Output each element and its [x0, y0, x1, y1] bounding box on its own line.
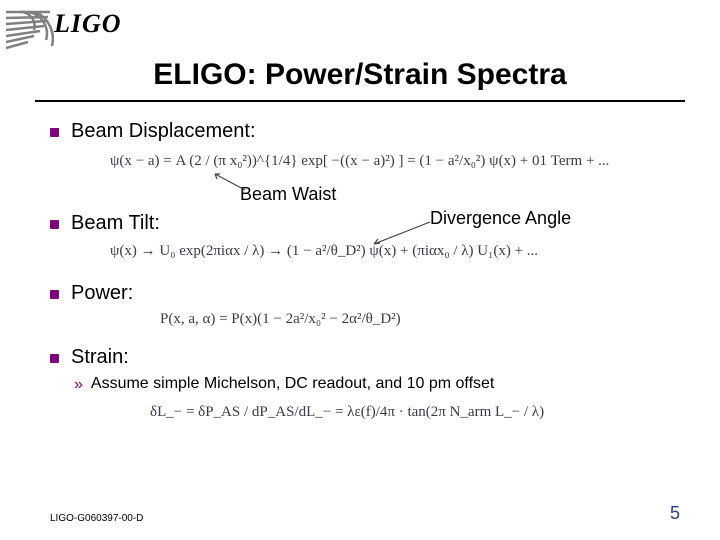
- logo-rays-icon: [6, 6, 54, 50]
- arrow-beam-waist-icon: [210, 170, 250, 192]
- bullet-icon: [50, 290, 59, 299]
- annotation-beam-waist: Beam Waist: [240, 184, 336, 205]
- equation-power: P(x, a, α) = P(x)(1 − 2a²/x₀² − 2α²/θ_D²…: [160, 311, 670, 328]
- bullet-icon: [50, 354, 59, 363]
- logo-text: LIGO: [54, 9, 122, 39]
- label-power: Power:: [71, 282, 133, 305]
- slide-title: ELIGO: Power/Strain Spectra: [0, 58, 720, 92]
- title-rule: [35, 100, 685, 102]
- label-beam-tilt: Beam Tilt:: [71, 212, 160, 235]
- section-beam-tilt: Beam Tilt: Divergence Angle ψ(x) → U₀ ex…: [50, 212, 670, 260]
- section-beam-displacement: Beam Displacement: ψ(x − a) = A (2 / (π …: [50, 120, 670, 170]
- logo: LIGO: [6, 6, 136, 50]
- sub-bullet-icon: »: [74, 375, 83, 394]
- annotation-divergence-angle: Divergence Angle: [430, 208, 571, 229]
- label-strain: Strain:: [71, 346, 129, 369]
- section-power: Power: P(x, a, α) = P(x)(1 − 2a²/x₀² − 2…: [50, 282, 670, 328]
- doc-id: LIGO-G060397-00-D: [50, 513, 143, 524]
- arrow-divergence-icon: [370, 220, 440, 250]
- equation-strain: δL_− = δP_AS / dP_AS/dL_− = λε(f)/4π · t…: [150, 404, 670, 421]
- section-strain: Strain: » Assume simple Michelson, DC re…: [50, 346, 670, 421]
- content-area: Beam Displacement: ψ(x − a) = A (2 / (π …: [50, 120, 670, 421]
- label-beam-displacement: Beam Displacement:: [71, 120, 256, 143]
- equation-beam-displacement: ψ(x − a) = A (2 / (π x₀²))^{1/4} exp[ −(…: [110, 153, 670, 170]
- bullet-icon: [50, 220, 59, 229]
- page-number: 5: [670, 503, 680, 524]
- strain-assumption: Assume simple Michelson, DC readout, and…: [91, 375, 494, 393]
- bullet-icon: [50, 128, 59, 137]
